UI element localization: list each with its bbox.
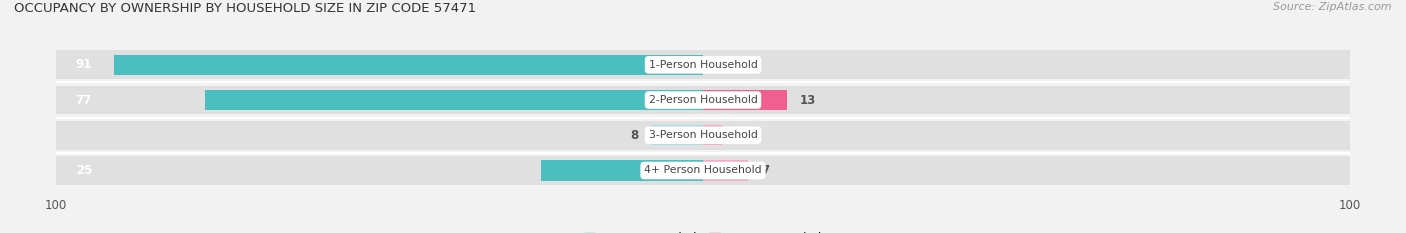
Text: 0: 0 bbox=[716, 58, 724, 71]
Text: Source: ZipAtlas.com: Source: ZipAtlas.com bbox=[1274, 2, 1392, 12]
Bar bbox=[703, 125, 723, 145]
Bar bbox=[703, 160, 748, 181]
Bar bbox=[651, 125, 703, 145]
Bar bbox=[703, 50, 1350, 79]
Bar bbox=[541, 160, 703, 181]
Bar bbox=[205, 90, 703, 110]
Text: 77: 77 bbox=[76, 94, 91, 106]
Text: 91: 91 bbox=[76, 58, 91, 71]
Text: 3: 3 bbox=[735, 129, 744, 142]
Bar bbox=[56, 86, 703, 114]
Text: 3-Person Household: 3-Person Household bbox=[648, 130, 758, 140]
Text: 8: 8 bbox=[630, 129, 638, 142]
Bar bbox=[703, 86, 1350, 114]
Text: OCCUPANCY BY OWNERSHIP BY HOUSEHOLD SIZE IN ZIP CODE 57471: OCCUPANCY BY OWNERSHIP BY HOUSEHOLD SIZE… bbox=[14, 2, 477, 15]
Bar bbox=[56, 156, 703, 185]
Text: 25: 25 bbox=[76, 164, 91, 177]
Bar bbox=[703, 156, 1350, 185]
Bar bbox=[703, 90, 787, 110]
Text: 1-Person Household: 1-Person Household bbox=[648, 60, 758, 70]
Bar bbox=[56, 50, 703, 79]
Bar bbox=[56, 121, 703, 150]
Text: 2-Person Household: 2-Person Household bbox=[648, 95, 758, 105]
Bar bbox=[114, 55, 703, 75]
Legend: Owner-occupied, Renter-occupied: Owner-occupied, Renter-occupied bbox=[583, 232, 823, 233]
Text: 7: 7 bbox=[761, 164, 769, 177]
Bar bbox=[703, 121, 1350, 150]
Text: 4+ Person Household: 4+ Person Household bbox=[644, 165, 762, 175]
Text: 13: 13 bbox=[800, 94, 817, 106]
